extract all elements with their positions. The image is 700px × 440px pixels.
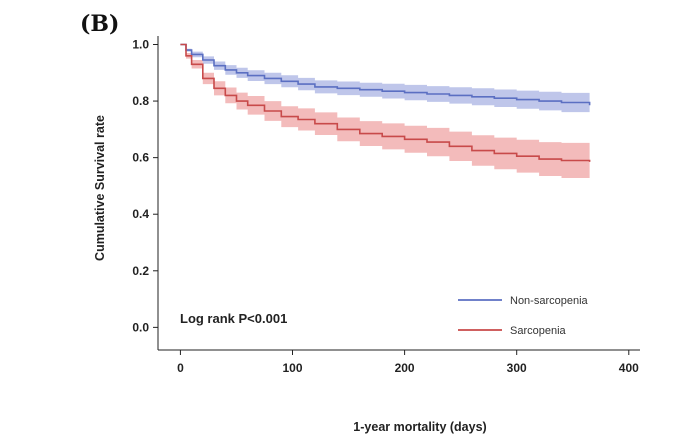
confidence-bands [180, 44, 590, 181]
survival-curve-non-sarcopenia [180, 43, 591, 106]
x-axis-title: 1-year mortality (days) [353, 420, 486, 434]
confidence-band-sarcopenia [180, 44, 590, 181]
x-tick-label: 200 [395, 361, 415, 375]
x-tick-label: 100 [282, 361, 302, 375]
legend: Non-sarcopenia Sarcopenia [458, 295, 589, 337]
y-tick-label: 1.0 [132, 37, 149, 51]
y-tick-label: 0.0 [132, 320, 149, 334]
y-tick-label: 0.8 [132, 94, 149, 108]
x-tick-label: 300 [507, 361, 527, 375]
legend-label: Sarcopenia [510, 325, 567, 337]
survival-curves [180, 43, 591, 162]
x-axis-ticks: 0 100 200 300 400 [177, 350, 639, 375]
y-axis-title: Cumulative Survival rate [93, 115, 107, 261]
panel-label: (B) [80, 11, 119, 37]
y-axis-ticks: 0.0 0.2 0.4 0.6 0.8 1.0 [132, 37, 158, 334]
y-tick-label: 0.2 [132, 264, 149, 278]
y-tick-label: 0.4 [132, 207, 149, 221]
plot-area [157, 36, 640, 351]
survival-curve-sarcopenia [180, 43, 591, 162]
legend-label: Non-sarcopenia [510, 295, 589, 307]
y-tick-label: 0.6 [132, 151, 149, 165]
log-rank-annotation: Log rank P<0.001 [180, 311, 287, 326]
x-tick-label: 400 [619, 361, 639, 375]
x-tick-label: 0 [177, 361, 184, 375]
